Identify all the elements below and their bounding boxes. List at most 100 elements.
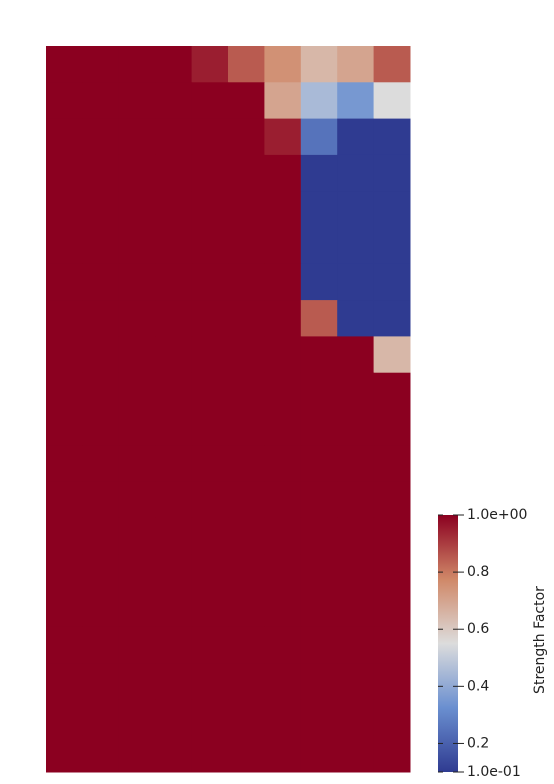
cell <box>373 227 411 265</box>
cell <box>118 227 156 265</box>
colorbar-tick-label: 0.8 <box>467 564 489 580</box>
cell <box>373 336 411 374</box>
colorbar <box>438 515 458 772</box>
cell <box>337 46 375 83</box>
cell <box>82 191 120 228</box>
cell <box>337 699 375 737</box>
cell <box>300 481 338 519</box>
cell <box>82 154 120 192</box>
cell <box>228 409 265 446</box>
cell <box>191 263 229 301</box>
colorbar-tick-label: 0.4 <box>467 678 489 694</box>
cell <box>82 263 120 301</box>
cell <box>155 191 193 228</box>
cell <box>118 409 156 446</box>
cell <box>228 46 265 83</box>
cell <box>191 118 229 156</box>
cell <box>373 590 411 628</box>
cell <box>118 46 156 83</box>
cell <box>300 82 338 120</box>
cell <box>300 735 338 773</box>
cell <box>46 517 83 555</box>
colorbar-tick-label: 1.0e+00 <box>467 507 527 523</box>
cell <box>155 699 193 737</box>
cell <box>337 663 375 700</box>
cell <box>228 445 265 483</box>
colorbar-tick-label: 0.2 <box>467 735 489 751</box>
cell <box>300 227 338 265</box>
cell <box>264 590 302 628</box>
cell <box>82 590 120 628</box>
cell <box>373 118 411 156</box>
cell <box>82 626 120 664</box>
cell <box>191 227 229 265</box>
cell <box>300 590 338 628</box>
cell <box>82 663 120 700</box>
cell <box>118 554 156 591</box>
cell <box>228 191 265 228</box>
cell <box>82 118 120 156</box>
cell <box>264 82 302 120</box>
cell <box>191 409 229 446</box>
cell <box>337 517 375 555</box>
cell <box>46 409 83 446</box>
cell <box>337 372 375 410</box>
cell <box>337 445 375 483</box>
cell <box>118 481 156 519</box>
cell <box>46 227 83 265</box>
cell <box>191 554 229 591</box>
cell <box>191 590 229 628</box>
cell <box>373 735 411 773</box>
cell <box>264 154 302 192</box>
cell <box>337 409 375 446</box>
cell <box>228 154 265 192</box>
cell <box>264 481 302 519</box>
cell <box>300 554 338 591</box>
cell <box>82 735 120 773</box>
cell <box>155 227 193 265</box>
cell <box>228 300 265 337</box>
cell <box>191 372 229 410</box>
cell <box>191 445 229 483</box>
cell <box>228 735 265 773</box>
cell <box>228 554 265 591</box>
cell <box>264 554 302 591</box>
cell <box>118 663 156 700</box>
cell <box>118 445 156 483</box>
cell <box>264 735 302 773</box>
cell <box>264 336 302 374</box>
cell <box>46 699 83 737</box>
cell <box>155 409 193 446</box>
cell <box>228 263 265 301</box>
cell <box>155 626 193 664</box>
colorbar-title: Strength Factor <box>532 586 548 694</box>
cell <box>155 154 193 192</box>
cell <box>300 663 338 700</box>
cell <box>337 263 375 301</box>
cell <box>82 409 120 446</box>
cell <box>373 663 411 700</box>
cell <box>118 372 156 410</box>
cell <box>228 118 265 156</box>
cell <box>118 118 156 156</box>
cell <box>191 663 229 700</box>
cell <box>228 590 265 628</box>
cell <box>264 372 302 410</box>
cell <box>337 300 375 337</box>
cell <box>118 300 156 337</box>
cell <box>118 263 156 301</box>
cell <box>264 517 302 555</box>
cell <box>264 663 302 700</box>
cell <box>228 699 265 737</box>
cell <box>300 300 338 337</box>
cell <box>300 372 338 410</box>
cell <box>118 590 156 628</box>
colorbar-tick-label: 1.0e-01 <box>467 764 521 780</box>
cell <box>155 445 193 483</box>
cell <box>373 554 411 591</box>
cell <box>300 517 338 555</box>
cell <box>373 46 411 83</box>
cell <box>337 82 375 120</box>
cell <box>46 554 83 591</box>
cell <box>82 46 120 83</box>
